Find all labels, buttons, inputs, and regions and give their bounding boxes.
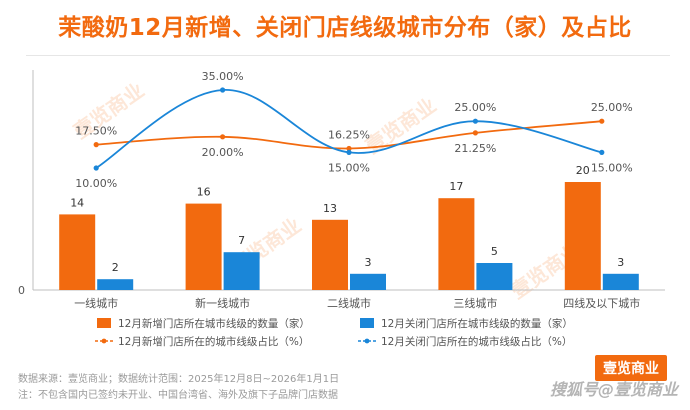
title-divider [26,55,670,56]
legend-swatch [97,318,111,328]
bar-new [185,203,222,290]
y-axis-zero-label: 0 [18,284,25,297]
legend-swatch [360,318,374,328]
legend-marker [364,338,370,344]
bar-closed [602,273,639,290]
bar-value-label: 2 [112,261,119,274]
line-point [220,87,226,93]
line-point [220,134,226,140]
bar-new [312,219,348,290]
source-note: 数据来源：壹览商业；数据统计范围：2025年12月8日~2026年1月1日 [18,374,340,385]
brand-logo: 壹览商业 [595,355,667,381]
line-value-label: 25.00% [454,101,496,114]
legend-label: 12月新增门店所在城市线级的数量（家） [118,317,310,330]
bar-closed [97,279,134,290]
bar-new [59,214,96,290]
legend-label: 12月关闭门店所在的城市线级占比（%） [381,335,572,348]
bar-value-label: 16 [197,186,211,199]
line-value-label: 25.00% [591,101,633,114]
bar-value-label: 13 [323,202,337,215]
line-value-label: 15.00% [591,161,633,174]
x-tick-label: 一线城市 [74,296,118,310]
x-tick-label: 新一线城市 [195,296,250,310]
bar-value-label: 17 [449,180,463,193]
legend-marker [101,338,107,344]
bar-new [564,182,601,290]
line-point [599,118,605,124]
bar-value-label: 20 [576,164,590,177]
line-point [93,165,99,171]
line-point [472,130,478,136]
bar-value-label: 14 [70,196,84,209]
exclusion-note: 注：不包含国内已签约未开业、中国台湾省、海外及旗下子品牌门店数据 [18,390,338,401]
bar-closed [350,273,386,290]
bar-value-label: 5 [491,245,498,258]
line-point [472,118,478,124]
line-point [599,149,605,155]
chart-title: 茉酸奶12月新增、关闭门店线级城市分布（家）及占比 [58,15,632,41]
line-value-label: 21.25% [454,142,496,155]
line-value-label: 35.00% [202,70,244,83]
line-value-label: 15.00% [328,161,370,174]
line-value-label: 20.00% [202,146,244,159]
sohu-watermark: 搜狐号@壹览商业 [549,380,678,399]
line-value-label: 10.00% [75,177,117,190]
legend-label: 12月关闭门店所在城市线级的数量（家） [381,317,573,330]
bar-value-label: 3 [617,256,624,269]
bar-closed [223,252,260,290]
bar-value-label: 3 [365,256,372,269]
line-point [346,149,352,155]
line-value-label: 17.50% [75,125,117,138]
x-tick-label: 四线及以下城市 [563,296,640,310]
line-value-label: 16.25% [328,129,370,142]
bar-value-label: 7 [238,234,245,247]
x-tick-label: 二线城市 [327,296,371,310]
bar-closed [476,263,513,290]
legend-label: 12月新增门店所在的城市线级占比（%） [118,335,309,348]
line-point [346,145,352,152]
line-point [93,142,99,148]
bar-new [438,198,475,290]
x-tick-label: 三线城市 [453,296,497,310]
